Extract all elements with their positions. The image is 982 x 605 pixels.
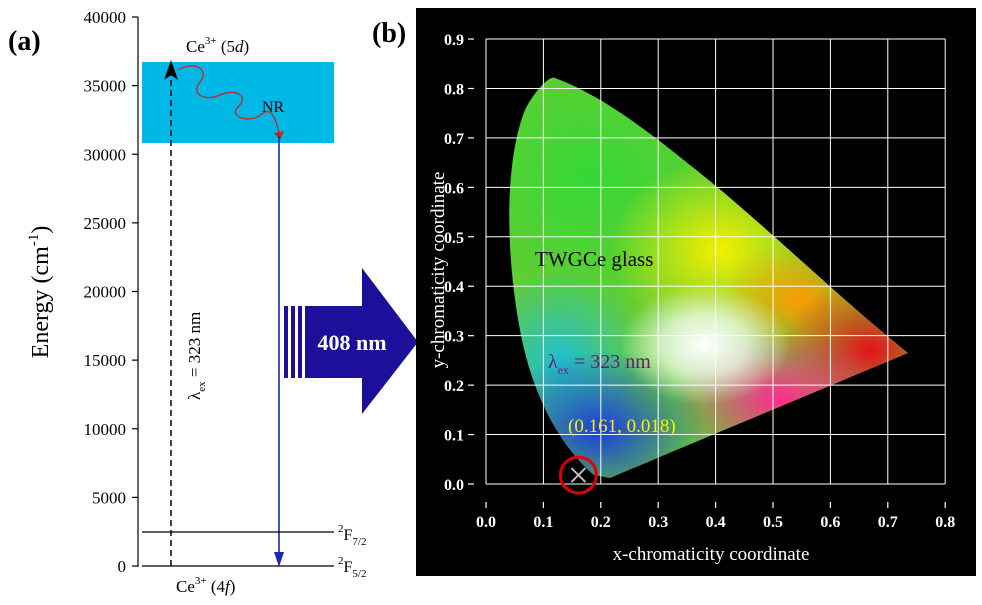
panel-b-y-tick-label: 0.9 (444, 32, 464, 49)
emission-arrow-head (274, 552, 284, 567)
arrow-body (305, 268, 418, 414)
panel-b-y-ticks: 0.0 0.1 0.2 0.3 0.4 0.5 0.6 0.7 0.8 0.9 (444, 32, 474, 494)
panel-a-y-tick-label: 0 (118, 557, 127, 576)
panel-a-y-tick-label: 30000 (84, 145, 127, 164)
panel-a-y-tick-label: 15000 (84, 351, 127, 370)
panel-b-x-tick-label: 0.2 (591, 514, 611, 531)
emission-wavelength-arrow: 408 nm (284, 268, 418, 414)
panel-b-label: (b) (372, 18, 406, 49)
panel-a-y-tick-label: 35000 (84, 77, 127, 96)
nr-relaxation-arrow (177, 65, 280, 134)
panel-b-x-axis-label: x-chromaticity coordinate (613, 544, 810, 565)
panel-b-y-tick-label: 0.3 (444, 329, 464, 346)
panel-a-label: (a) (8, 26, 41, 57)
panel-b-y-tick-label: 0.0 (444, 477, 464, 494)
panel-b-x-tick-label: 0.8 (935, 514, 955, 531)
arrow-stripe-1 (284, 306, 288, 378)
panel-b-x-tick-label: 0.6 (820, 514, 840, 531)
panel-b-x-ticks: 0.0 0.1 0.2 0.3 0.4 0.5 0.6 0.7 0.8 (476, 502, 955, 531)
panel-a-y-ticks: 0 5000 10000 15000 20000 25000 30000 35000 40000 (84, 8, 138, 576)
arrow-stripe-3 (298, 306, 302, 378)
panel-a: (a) 0 5000 10000 15000 20000 25000 30000 35000 4… (8, 8, 366, 596)
panel-b-y-tick-label: 0.6 (444, 180, 464, 197)
panel-b-x-tick-label: 0.7 (878, 514, 898, 531)
panel-b-y-tick-label: 0.7 (444, 131, 464, 148)
arrow-label: 408 nm (317, 330, 386, 355)
panel-a-excitation-label: λex = 323 nm (185, 312, 208, 400)
panel-b-x-tick-label: 0.0 (476, 514, 496, 531)
nr-label: NR (262, 99, 285, 116)
glass-label: TWGCe glass (535, 247, 653, 271)
panel-b: (b) 0.0 0.1 0.2 0.3 0.4 0.5 0.6 0.7 0.8 0.00.10.… (372, 8, 976, 576)
excitation-arrow-head (164, 60, 178, 80)
panel-a-y-tick-label: 10000 (84, 420, 127, 439)
panel-a-y-axis-label: Energy (cm-1) (26, 226, 54, 359)
point-label: (0.161, 0.018) (568, 416, 676, 437)
ce-4f-label: Ce3+ (4f) (176, 575, 235, 596)
level-2f52-label: 2F5/2 (338, 555, 366, 580)
panel-a-y-tick-label: 40000 (84, 8, 127, 27)
panel-b-y-tick-label: 0.1 (444, 428, 464, 445)
panel-b-y-tick-label: 0.5 (444, 230, 464, 247)
panel-b-x-tick-label: 0.4 (706, 514, 726, 531)
panel-b-x-tick-label: 0.3 (648, 514, 668, 531)
panel-a-y-tick-label: 5000 (92, 488, 126, 507)
panel-b-x-tick-label: 0.1 (533, 514, 553, 531)
panel-b-y-tick-label: 0.2 (444, 378, 464, 395)
panel-b-grid (485, 38, 946, 485)
panel-b-y-tick-label: 0.8 (444, 81, 464, 98)
arrow-stripe-2 (291, 306, 295, 378)
panel-a-y-tick-label: 20000 (84, 283, 127, 302)
ce-5d-label: Ce3+ (5d) (186, 35, 249, 56)
panel-b-y-axis-label: y-chromaticity coordinate (428, 172, 449, 369)
point-highlight-circle (558, 455, 598, 495)
panel-a-y-tick-label: 25000 (84, 214, 127, 233)
panel-b-y-tick-label: 0.4 (444, 279, 464, 296)
panel-b-excitation-label: λex = 323 nm (548, 351, 651, 377)
point-cross-mark (570, 467, 587, 483)
level-2f72-label: 2F7/2 (338, 523, 366, 548)
chromaticity-point (558, 455, 598, 495)
nr-arrow-head (274, 131, 284, 140)
panel-b-x-tick-label: 0.5 (763, 514, 783, 531)
